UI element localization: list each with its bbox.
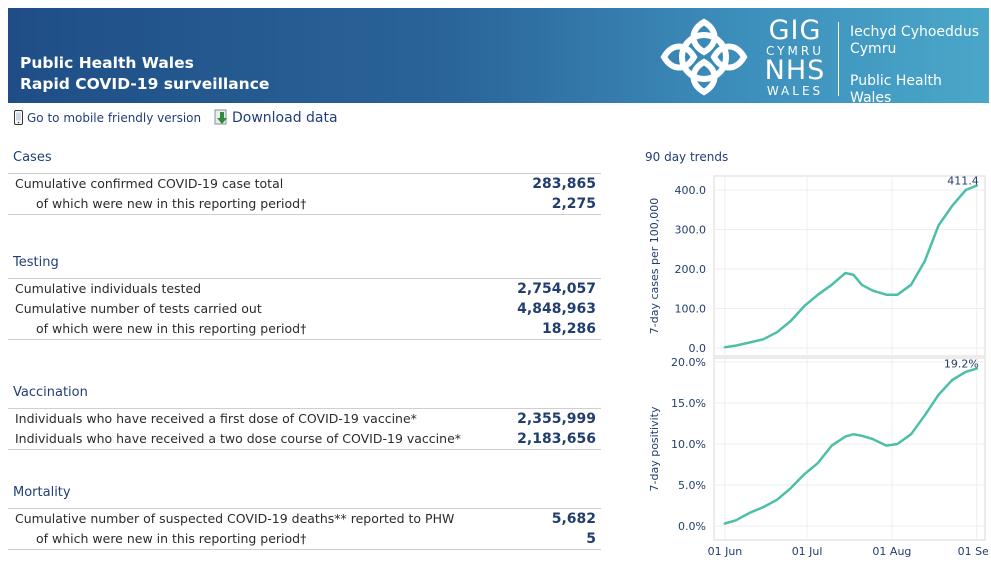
row-label: Individuals who have received a two dose… bbox=[15, 431, 462, 446]
logo-welsh-line1: Iechyd Cyhoeddus bbox=[850, 24, 979, 40]
download-data-button[interactable]: Download data bbox=[214, 108, 338, 128]
positivity-chart-ytick-label: 5.0% bbox=[678, 479, 706, 492]
table-row: of which were new in this reporting peri… bbox=[8, 529, 601, 549]
row-label: Cumulative individuals tested bbox=[15, 281, 202, 296]
trend-charts: 0.0 100.0 200.0 300.0 400.0 7-day cases per 1… bbox=[648, 174, 988, 558]
positivity-chart-series-line bbox=[723, 367, 979, 525]
cases-chart-ytick-label: 0.0 bbox=[689, 342, 707, 355]
download-icon bbox=[214, 109, 227, 125]
row-label: Individuals who have received a first do… bbox=[15, 411, 417, 426]
table-row: Cumulative confirmed COVID-19 case total… bbox=[8, 174, 601, 194]
header-banner: Public Health Wales Rapid COVID-19 surve… bbox=[8, 8, 989, 106]
row-value: 5 bbox=[586, 531, 596, 547]
x-tick-label: 01 Jul bbox=[792, 545, 823, 558]
page-title-line2: Rapid COVID-19 surveillance bbox=[20, 75, 270, 93]
celtic-knot-icon bbox=[660, 18, 748, 96]
positivity-chart-frame bbox=[713, 357, 986, 541]
positivity-chart-ytick-label: 15.0% bbox=[671, 397, 706, 410]
x-tick-label: 01 Sep bbox=[958, 545, 988, 558]
table-row: Individuals who have received a two dose… bbox=[8, 429, 601, 449]
row-label: of which were new in this reporting peri… bbox=[36, 321, 307, 336]
table-row: Cumulative individuals tested 2,754,057 bbox=[8, 279, 601, 299]
phone-icon bbox=[14, 110, 23, 125]
trends-title: 90 day trends bbox=[645, 150, 729, 164]
row-label: of which were new in this reporting peri… bbox=[36, 531, 307, 546]
testing-section: Testing Cumulative individuals tested 2,… bbox=[8, 255, 601, 340]
table-row: Cumulative number of suspected COVID-19 … bbox=[8, 509, 601, 529]
cases-chart-end-label: 411.4 bbox=[947, 174, 979, 187]
cases-chart-ytick-label: 100.0 bbox=[675, 303, 707, 316]
positivity-chart-ytick-label: 0.0% bbox=[678, 520, 706, 533]
row-value: 5,682 bbox=[551, 511, 596, 527]
logo-cymru: CYMRU bbox=[766, 44, 824, 58]
row-value: 2,355,999 bbox=[517, 411, 596, 427]
page-title: Public Health Wales Rapid COVID-19 surve… bbox=[20, 53, 269, 95]
logo-nhs: NHS bbox=[764, 55, 826, 86]
logo-divider bbox=[838, 22, 839, 96]
table-row: of which were new in this reporting peri… bbox=[8, 194, 601, 214]
logo-gig: GIG bbox=[768, 15, 822, 46]
row-value: 2,275 bbox=[551, 196, 596, 212]
logo-wales: WALES bbox=[766, 84, 824, 98]
logo-text: Iechyd Cyhoeddus Cymru Public Health Wal… bbox=[850, 24, 979, 107]
table-row: Cumulative number of tests carried out 4… bbox=[8, 299, 601, 319]
download-data-label: Download data bbox=[232, 110, 338, 126]
row-label: of which were new in this reporting peri… bbox=[36, 196, 307, 211]
positivity-chart-ytick-label: 20.0% bbox=[671, 356, 706, 369]
page-title-line1: Public Health Wales bbox=[20, 54, 194, 72]
cases-table: Cumulative confirmed COVID-19 case total… bbox=[8, 173, 601, 215]
mobile-version-label: Go to mobile friendly version bbox=[27, 111, 202, 125]
phw-logo: GIG CYMRU NHS WALES Iechyd Cyhoeddus Cym… bbox=[656, 12, 986, 106]
row-label: Cumulative confirmed COVID-19 case total bbox=[15, 176, 284, 191]
cases-section: Cases Cumulative confirmed COVID-19 case… bbox=[8, 150, 601, 215]
cases-chart-ytick-label: 300.0 bbox=[675, 224, 707, 237]
mobile-version-link[interactable]: Go to mobile friendly version bbox=[14, 108, 201, 128]
vaccination-table: Individuals who have received a first do… bbox=[8, 408, 601, 450]
cases-chart-ylabel: 7-day cases per 100,000 bbox=[648, 198, 661, 334]
positivity-chart-ylabel: 7-day positivity bbox=[648, 406, 661, 491]
x-tick-label: 01 Aug bbox=[872, 545, 911, 558]
table-row: of which were new in this reporting peri… bbox=[8, 319, 601, 339]
cases-chart-series-line bbox=[723, 184, 979, 349]
row-value: 2,754,057 bbox=[517, 281, 596, 297]
row-value: 2,183,656 bbox=[517, 431, 596, 447]
logo-english-line1: Public Health bbox=[850, 73, 942, 89]
vaccination-title: Vaccination bbox=[13, 385, 88, 400]
x-tick-label: 01 Jun bbox=[708, 545, 743, 558]
vaccination-section: Vaccination Individuals who have receive… bbox=[8, 385, 601, 450]
positivity-chart-ytick-label: 10.0% bbox=[671, 438, 706, 451]
table-row: Individuals who have received a first do… bbox=[8, 409, 601, 429]
mortality-table: Cumulative number of suspected COVID-19 … bbox=[8, 508, 601, 550]
row-label: Cumulative number of tests carried out bbox=[15, 301, 262, 316]
row-value: 283,865 bbox=[532, 176, 596, 192]
cases-chart-ytick-label: 200.0 bbox=[675, 263, 707, 276]
mortality-section: Mortality Cumulative number of suspected… bbox=[8, 485, 601, 550]
logo-welsh-line2: Cymru bbox=[850, 41, 897, 57]
mortality-title: Mortality bbox=[13, 485, 71, 500]
cases-title: Cases bbox=[13, 150, 52, 165]
cases-chart-frame bbox=[713, 175, 986, 357]
row-label: Cumulative number of suspected COVID-19 … bbox=[15, 511, 455, 526]
gig-cymru-nhs-wordmark: GIG CYMRU NHS WALES bbox=[758, 15, 832, 98]
logo-english-line2: Wales bbox=[850, 90, 892, 106]
testing-table: Cumulative individuals tested 2,754,057 … bbox=[8, 278, 601, 340]
testing-title: Testing bbox=[13, 255, 59, 270]
cases-chart-ytick-label: 400.0 bbox=[675, 184, 707, 197]
positivity-chart-end-label: 19.2% bbox=[944, 358, 979, 371]
row-value: 18,286 bbox=[541, 321, 596, 337]
row-value: 4,848,963 bbox=[517, 301, 596, 317]
